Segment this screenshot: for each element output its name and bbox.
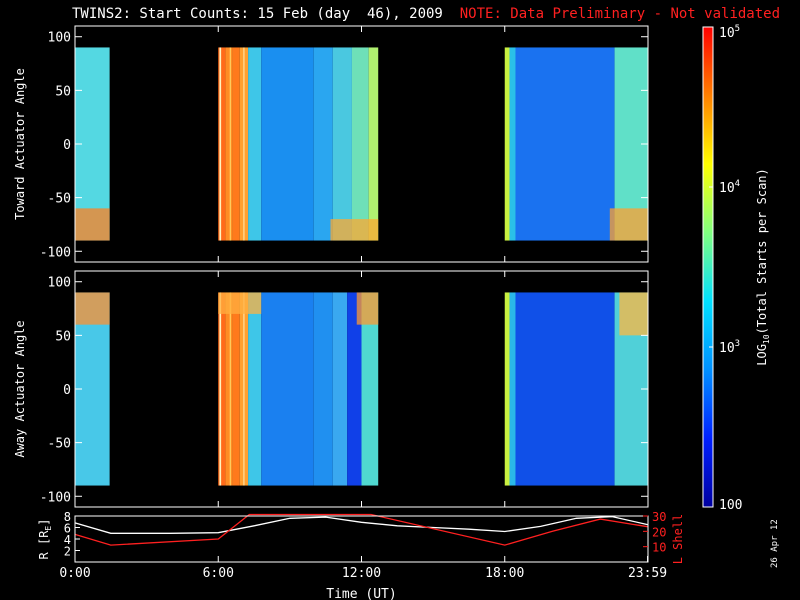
y-tick-label: 4 (64, 533, 71, 547)
heatmap-hot-region (356, 292, 379, 325)
y-right-tick-label: 30 (652, 510, 666, 524)
y-tick-label: -50 (48, 192, 71, 207)
heatmap-band (504, 47, 510, 241)
colorbar-tick-label: 104 (719, 179, 740, 196)
heatmap-band (313, 292, 333, 486)
heatmap-band (218, 47, 226, 241)
heatmap-hot-region (619, 292, 648, 336)
heatmap-band (332, 292, 348, 486)
heatmap-band (332, 47, 352, 241)
heatmap-band (368, 47, 379, 241)
heatmap-band (261, 292, 314, 486)
heatmap-band (248, 292, 262, 486)
y-axis-label-left: R [RE] (37, 519, 53, 560)
heatmap-streak (243, 47, 245, 241)
heatmap-streak (243, 292, 245, 486)
y-tick-label: 100 (48, 31, 71, 46)
heatmap-hot-region (75, 292, 110, 325)
heatmap-band (351, 47, 369, 241)
date-stamp: 26 Apr 12 (770, 519, 780, 568)
heatmap-band (509, 47, 516, 241)
panel-away-actuator: 100 50 0 -50 -100 Away Actuator Angle (13, 270, 649, 508)
x-tick-label: 23:59 (628, 566, 667, 581)
heatmap-hot-region (75, 208, 110, 241)
x-tick-label: 12:00 (342, 566, 381, 581)
heatmap-band (504, 292, 510, 486)
heatmap-band (248, 47, 262, 241)
heatmap-band (232, 292, 240, 486)
colorbar: 100 103 104 105 LOG10(Total Starts per Scan) (702, 24, 771, 513)
y-tick-label: 6 (64, 522, 71, 536)
y-axis-label: Away Actuator Angle (13, 320, 27, 457)
y-tick-label: 50 (55, 329, 71, 344)
colorbar-tick-label: 103 (719, 339, 740, 356)
heatmap-streak (219, 47, 222, 241)
y-tick-label: 0 (63, 138, 71, 153)
heatmap-band (509, 292, 516, 486)
heatmap-hot-region (330, 219, 379, 241)
y-tick-label: -100 (40, 245, 71, 260)
heatmap-band (218, 292, 226, 486)
heatmap-band (261, 47, 314, 241)
heatmap-hot-region (609, 208, 648, 241)
y-axis-label-right: L Shell (671, 514, 685, 565)
series-lshell-line (74, 513, 648, 546)
y-tick-label: 8 (64, 510, 71, 524)
heatmap-streak (229, 292, 231, 486)
x-tick-label: 6:00 (203, 566, 234, 581)
y-tick-label: 50 (55, 84, 71, 99)
y-tick-label: 0 (63, 383, 71, 398)
heatmap-band (232, 47, 240, 241)
heatmap-band (313, 47, 333, 241)
heatmap-band (347, 292, 362, 486)
colorbar-tick-label: 105 (719, 24, 740, 41)
heatmap-band (361, 292, 379, 486)
heatmap-band (515, 47, 615, 241)
heatmap-streak (219, 292, 222, 486)
chart-title: TWINS2: Start Counts: 15 Feb (day 46), 2… (72, 6, 780, 22)
y-tick-label: 100 (48, 276, 71, 291)
y-tick-label: -50 (48, 437, 71, 452)
colorbar-tick-label: 100 (719, 498, 742, 513)
heatmap-hot-region (218, 292, 262, 314)
panel-toward-actuator: 100 50 0 -50 -100 Toward Actuator Angle (13, 25, 649, 263)
y-axis-label: Toward Actuator Angle (13, 68, 27, 220)
x-tick-label: 0:00 (59, 566, 90, 581)
colorbar-label: LOG10(Total Starts per Scan) (755, 168, 771, 366)
x-axis-label: Time (UT) (326, 587, 396, 600)
title-main: TWINS2: Start Counts: 15 Feb (day 46), 2… (72, 6, 443, 22)
heatmap-band (515, 292, 615, 486)
series-r-line (74, 515, 648, 534)
y-right-tick-label: 20 (652, 525, 666, 539)
colorbar-gradient (702, 26, 714, 508)
x-tick-label: 18:00 (485, 566, 524, 581)
heatmap-band (225, 292, 233, 486)
y-right-tick-label: 10 (652, 541, 666, 555)
heatmap-band (225, 47, 233, 241)
heatmap-streak (229, 47, 231, 241)
y-tick-label: -100 (40, 490, 71, 505)
y-tick-label: 2 (64, 545, 71, 559)
title-note: NOTE: Data Preliminary - Not validated (459, 6, 781, 22)
